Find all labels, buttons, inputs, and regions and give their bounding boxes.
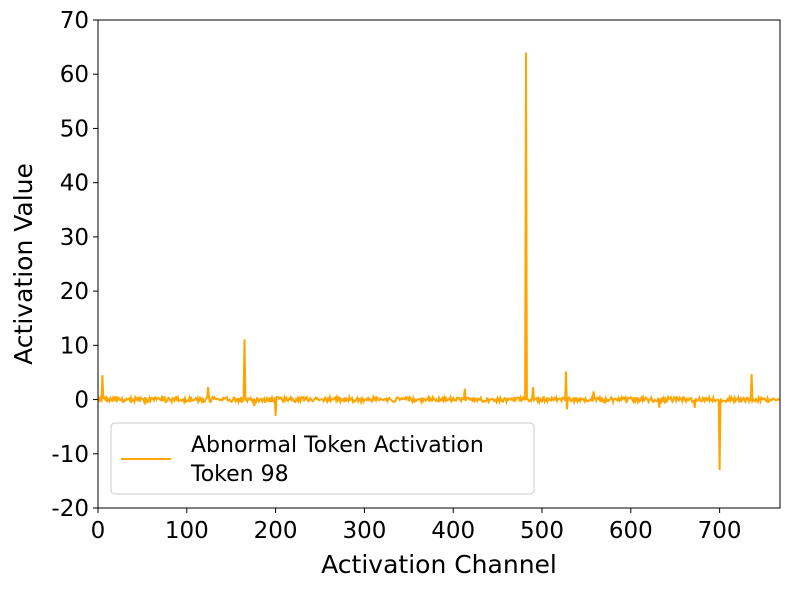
legend-label-line1: Abnormal Token Activation [191,433,484,458]
y-tick-label: 0 [74,388,89,414]
plot-frame [97,19,781,509]
x-tick-label: 500 [520,518,564,544]
x-tick-label: 300 [342,518,386,544]
y-tick-label: -20 [51,496,89,522]
y-tick-label: 50 [60,116,89,142]
y-tick-label: 20 [60,279,89,305]
x-tick-label: 400 [431,518,475,544]
legend-box [110,422,535,495]
series-line [97,52,780,471]
x-tick-label: 600 [609,518,653,544]
x-tick-label: 100 [165,518,209,544]
y-tick-label: 60 [60,62,89,88]
y-tick-label: 70 [60,8,89,34]
x-tick-label: 700 [698,518,742,544]
x-tick-label: 0 [91,518,106,544]
legend-label-line2: Token 98 [190,462,289,487]
y-tick-label: 10 [60,333,89,359]
legend: Abnormal Token Activation Token 98 [110,422,535,495]
x-tick-label: 200 [254,518,298,544]
y-axis-label: Activation Value [9,163,38,365]
y-tick-label: 30 [60,225,89,251]
y-tick-label: 40 [60,171,89,197]
y-tick-label: -10 [51,442,89,468]
x-axis-label: Activation Channel [321,550,557,579]
